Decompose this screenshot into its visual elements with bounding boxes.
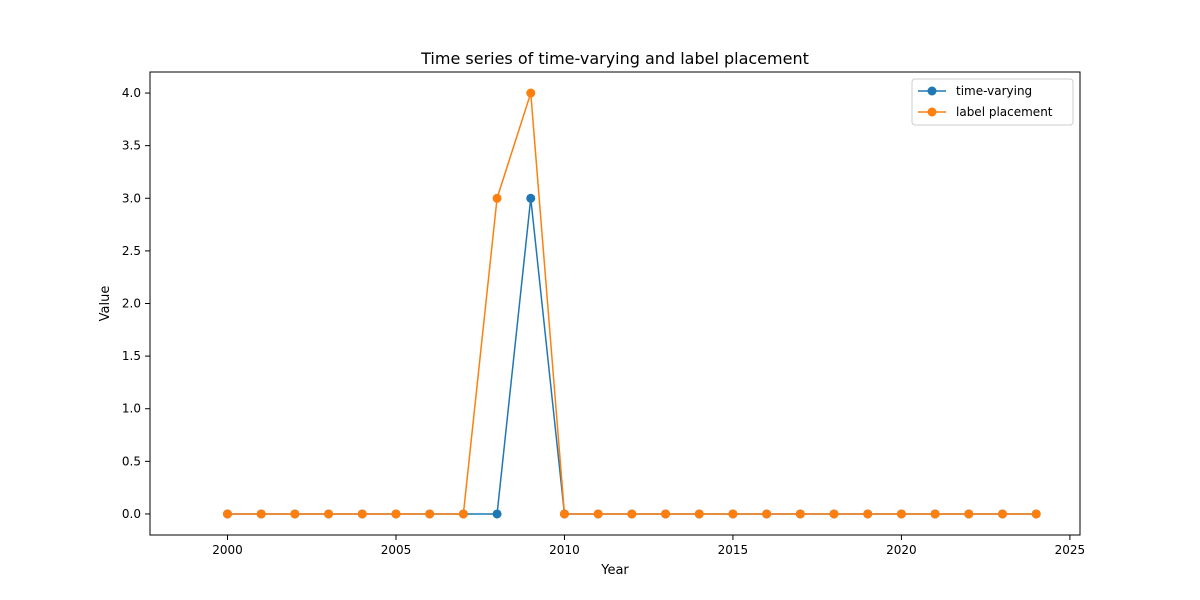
data-point	[694, 509, 704, 519]
y-tick-label: 1.0	[122, 402, 141, 416]
y-tick-label: 0.5	[122, 454, 141, 468]
x-tick-label: 2010	[549, 543, 580, 557]
data-point	[627, 509, 637, 519]
data-point	[829, 509, 839, 519]
data-point	[526, 88, 536, 98]
data-point	[256, 509, 266, 519]
legend-label: label placement	[956, 105, 1053, 119]
data-point	[728, 509, 738, 519]
y-tick-label: 2.5	[122, 244, 141, 258]
data-point	[964, 509, 974, 519]
data-point	[795, 509, 805, 519]
x-tick-label: 2015	[718, 543, 749, 557]
x-tick-label: 2025	[1055, 543, 1086, 557]
data-point	[1031, 509, 1041, 519]
data-point	[762, 509, 772, 519]
data-point	[593, 509, 603, 519]
data-point	[492, 509, 502, 519]
y-tick-label: 3.0	[122, 191, 141, 205]
data-point	[930, 509, 940, 519]
plot-frame	[149, 71, 1081, 536]
data-point	[863, 509, 873, 519]
data-point	[324, 509, 334, 519]
x-tick-label: 2020	[886, 543, 917, 557]
data-point	[458, 509, 468, 519]
data-point	[425, 509, 435, 519]
legend-marker	[927, 86, 937, 96]
data-point	[559, 509, 569, 519]
y-tick-label: 3.5	[122, 139, 141, 153]
x-tick-label: 2000	[212, 543, 243, 557]
data-point	[223, 509, 232, 519]
chart-title: Time series of time-varying and label pl…	[420, 49, 809, 68]
data-point	[357, 509, 367, 519]
data-point	[998, 509, 1007, 519]
data-point	[290, 509, 300, 519]
legend-marker	[927, 107, 937, 117]
data-point	[526, 193, 536, 203]
data-point	[661, 509, 671, 519]
legend-label: time-varying	[956, 84, 1032, 98]
y-tick-label: 0.0	[122, 507, 141, 521]
y-axis-label: Value	[98, 286, 113, 322]
data-point	[896, 509, 906, 519]
data-point	[391, 509, 401, 519]
x-tick-label: 2005	[381, 543, 412, 557]
x-axis-label: Year	[600, 563, 629, 578]
y-tick-label: 4.0	[122, 86, 141, 100]
data-point	[492, 193, 502, 203]
y-tick-label: 2.0	[122, 297, 141, 311]
legend-box	[911, 78, 1074, 126]
plot-area: 2000 2005 2010 2015 2020 2025 0.0 0.5 1.0 1.5 2.0 2…	[122, 86, 1085, 557]
y-tick-label: 1.5	[122, 349, 141, 363]
legend: time-varying label placement	[911, 78, 1074, 126]
